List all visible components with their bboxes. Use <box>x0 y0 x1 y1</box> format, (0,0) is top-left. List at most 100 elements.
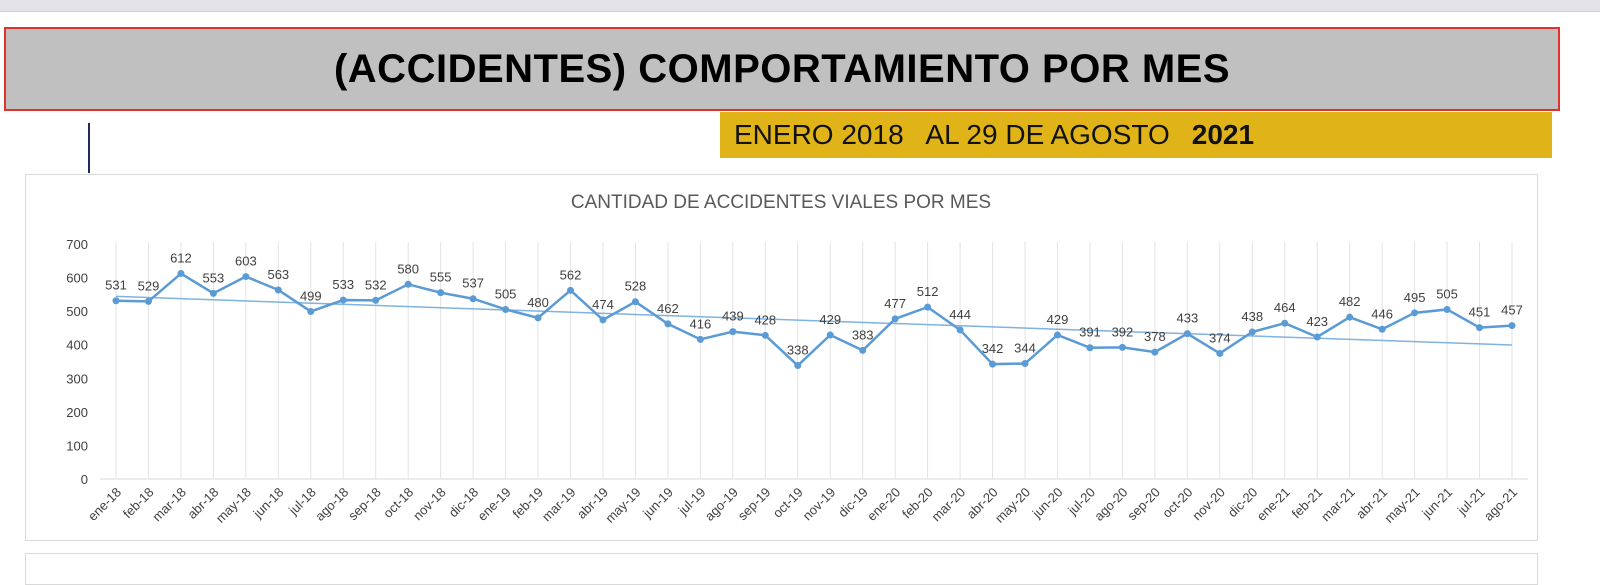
x-tick-label: may-21 <box>1381 485 1422 526</box>
x-tick-label: jun-18 <box>250 485 287 522</box>
x-tick-label: mar-21 <box>1318 485 1358 525</box>
x-tick-label: nov-18 <box>410 485 449 524</box>
data-point <box>534 314 542 322</box>
data-point <box>1053 331 1061 339</box>
data-label: 429 <box>819 312 841 327</box>
x-tick-label: jun-20 <box>1029 485 1066 522</box>
data-point <box>469 295 477 303</box>
data-point <box>1411 309 1419 317</box>
data-point <box>1281 319 1289 327</box>
x-tick-label: jun-21 <box>1418 485 1455 522</box>
data-label: 457 <box>1501 303 1523 318</box>
y-tick-label: 200 <box>66 405 88 420</box>
data-point <box>1021 360 1029 368</box>
data-label: 532 <box>365 277 387 292</box>
y-tick-label: 700 <box>66 237 88 252</box>
x-tick-label: sep-20 <box>1124 485 1163 524</box>
x-tick-label: sep-18 <box>345 485 384 524</box>
x-tick-label: ago-20 <box>1091 485 1130 524</box>
page-title: (ACCIDENTES) COMPORTAMIENTO POR MES <box>333 46 1231 91</box>
data-point <box>502 305 510 313</box>
y-tick-label: 400 <box>66 338 88 353</box>
data-label: 537 <box>462 276 484 291</box>
line-chart: CANTIDAD DE ACCIDENTES VIALES POR MES 0 1… <box>66 192 1528 526</box>
data-point <box>1378 325 1386 333</box>
data-label: 612 <box>170 251 192 266</box>
x-tick-label: ago-18 <box>312 485 351 524</box>
y-tick-label: 600 <box>66 271 88 286</box>
data-label: 553 <box>203 270 225 285</box>
date-range-text: ENERO 2018 AL 29 DE AGOSTO <box>734 119 1170 150</box>
data-label: 495 <box>1404 290 1426 305</box>
data-point <box>1346 313 1354 321</box>
data-point <box>761 331 769 339</box>
trendline <box>115 295 1513 346</box>
data-label: 342 <box>982 341 1004 356</box>
data-label: 533 <box>332 277 354 292</box>
data-label: 433 <box>1176 311 1198 326</box>
data-label: 439 <box>722 309 744 324</box>
x-tick-label: mar-18 <box>149 485 189 525</box>
data-point <box>144 297 152 305</box>
data-label: 338 <box>787 343 809 358</box>
data-point <box>956 326 964 334</box>
data-point <box>209 289 217 297</box>
data-label: 531 <box>105 278 127 293</box>
data-label: 416 <box>690 316 712 331</box>
data-label: 429 <box>1047 312 1069 327</box>
y-tick-label: 0 <box>81 472 88 487</box>
x-tick-label: ene-18 <box>85 485 124 524</box>
chart-container <box>25 174 1538 541</box>
x-tick-label: sep-19 <box>735 485 774 524</box>
data-point <box>631 298 639 306</box>
data-label: 383 <box>852 327 874 342</box>
data-point <box>567 286 575 294</box>
data-label: 423 <box>1306 314 1328 329</box>
x-tick-label: nov-20 <box>1189 485 1228 524</box>
x-tick-label: ene-21 <box>1254 485 1293 524</box>
divider-line <box>88 123 90 173</box>
data-point <box>599 316 607 324</box>
date-range-year: 2021 <box>1191 119 1255 150</box>
data-point <box>1118 343 1126 351</box>
date-range-banner: ENERO 2018 AL 29 DE AGOSTO 2021 <box>720 112 1552 158</box>
data-label: 555 <box>430 270 452 285</box>
data-label: 344 <box>1014 341 1036 356</box>
y-tick-label: 500 <box>66 304 88 319</box>
data-label: 562 <box>560 267 582 282</box>
data-label: 505 <box>1436 286 1458 301</box>
data-label: 446 <box>1371 306 1393 321</box>
data-point <box>696 335 704 343</box>
data-label: 428 <box>754 312 776 327</box>
data-label: 482 <box>1339 294 1361 309</box>
data-point <box>274 286 282 294</box>
data-label: 444 <box>949 307 971 322</box>
data-label: 392 <box>1112 324 1134 339</box>
x-tick-label: ene-19 <box>474 485 513 524</box>
y-tick-label: 100 <box>66 438 88 453</box>
data-label: 391 <box>1079 325 1101 340</box>
data-point <box>1443 305 1451 313</box>
x-tick-label: ene-20 <box>864 485 903 524</box>
x-tick-label: may-18 <box>213 485 254 526</box>
data-point <box>989 360 997 368</box>
data-point <box>339 296 347 304</box>
data-point <box>242 273 250 281</box>
data-point <box>1313 333 1321 341</box>
data-label: 603 <box>235 254 257 269</box>
chart-title: CANTIDAD DE ACCIDENTES VIALES POR MES <box>571 192 991 213</box>
y-tick-label: 300 <box>66 371 88 386</box>
data-label: 505 <box>495 286 517 301</box>
x-tick-label: nov-19 <box>800 485 839 524</box>
data-label: 512 <box>917 284 939 299</box>
data-label: 474 <box>592 297 614 312</box>
x-tick-label: mar-19 <box>539 485 579 525</box>
data-label: 529 <box>138 278 160 293</box>
data-label: 563 <box>267 267 289 282</box>
data-label: 464 <box>1274 300 1296 315</box>
data-label: 438 <box>1241 309 1263 324</box>
x-tick-label: ago-19 <box>702 485 741 524</box>
x-tick-label: mar-20 <box>928 485 968 525</box>
data-point <box>1508 322 1516 330</box>
data-point <box>372 296 380 304</box>
